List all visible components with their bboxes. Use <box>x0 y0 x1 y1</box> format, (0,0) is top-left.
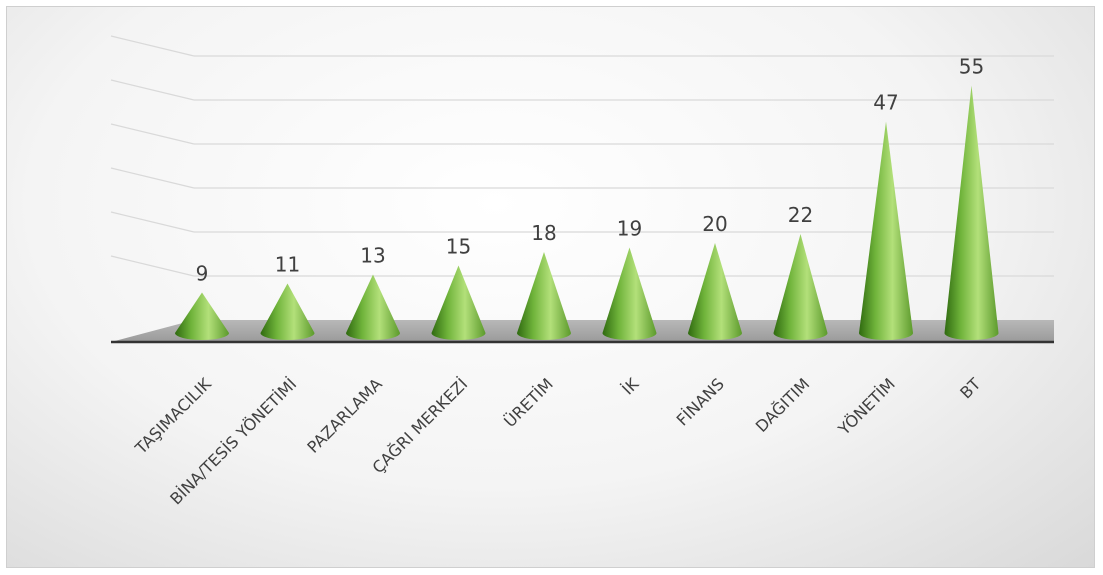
cone-1 <box>175 292 229 340</box>
category-label: DAĞITIM <box>752 374 814 436</box>
cone-8 <box>773 234 828 340</box>
category-label: ÇAĞRI MERKEZİ <box>368 374 471 477</box>
cone-3 <box>346 274 400 340</box>
category-label: ÜRETİM <box>500 374 557 431</box>
cone-5 <box>517 252 571 340</box>
data-label: 15 <box>446 235 471 259</box>
category-label: PAZARLAMA <box>303 374 385 456</box>
data-label: 13 <box>360 244 385 268</box>
gridline-side <box>110 167 195 189</box>
data-label: 55 <box>959 55 984 79</box>
cone-4 <box>431 265 486 340</box>
data-labels: 9 11 13 15 18 19 20 22 47 55 <box>196 55 985 286</box>
gridline-side <box>110 79 195 101</box>
data-label: 20 <box>702 212 727 236</box>
cone-2 <box>260 283 315 340</box>
data-label: 47 <box>873 91 898 115</box>
cone-6 <box>602 247 657 340</box>
data-label: 19 <box>617 217 642 241</box>
cones <box>175 85 999 340</box>
data-label: 11 <box>275 253 300 277</box>
cone-chart: 9 11 13 15 18 19 20 22 47 55 TAŞIMACILIKBİNA/TESİ… <box>110 35 1054 508</box>
data-label: 9 <box>196 262 209 286</box>
category-label: TAŞIMACILIK <box>131 374 215 458</box>
data-label: 22 <box>788 203 813 227</box>
category-label: FİNANS <box>673 374 728 429</box>
gridline-side <box>110 35 195 57</box>
gridlines <box>110 35 1054 277</box>
gridline-side <box>110 255 195 277</box>
chart-frame: 9 11 13 15 18 19 20 22 47 55 TAŞIMACILIK BİNA/TESİ… <box>6 6 1095 568</box>
cone-9 <box>859 121 913 340</box>
gridline-side <box>110 211 195 233</box>
category-label: BT <box>956 374 984 402</box>
gridline-side <box>110 123 195 145</box>
cone-7 <box>688 243 742 340</box>
data-label: 18 <box>531 221 556 245</box>
category-label: YÖNETİM <box>834 374 899 439</box>
category-label: İK <box>618 374 643 399</box>
cone-10 <box>944 85 999 340</box>
